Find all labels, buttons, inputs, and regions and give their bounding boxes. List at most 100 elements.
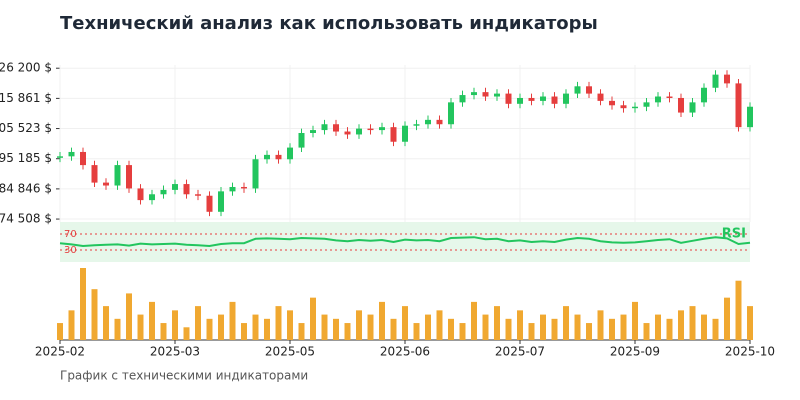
candle-body: [701, 87, 707, 103]
volume-bar: [218, 314, 224, 340]
volume-bar: [540, 314, 546, 340]
candle-body: [505, 93, 512, 104]
candle-body: [356, 128, 362, 135]
volume-bar: [149, 301, 155, 340]
candle-body: [666, 96, 673, 98]
candle-body: [563, 93, 569, 104]
candle-body: [333, 124, 339, 132]
candle-body: [91, 165, 98, 183]
candle-body: [367, 128, 374, 131]
volume-bar: [413, 323, 420, 340]
candle-body: [747, 106, 753, 128]
volume-bar: [586, 323, 592, 340]
x-tick-label: 2025-07: [495, 345, 545, 359]
candle-body: [620, 105, 627, 109]
candle-body: [252, 159, 259, 189]
candle-body: [103, 182, 109, 186]
candle-body: [402, 125, 408, 142]
candle-body: [494, 93, 500, 97]
candle-body: [551, 96, 558, 104]
volume-bar: [344, 323, 351, 340]
candle-body: [218, 191, 224, 212]
volume-bar: [356, 310, 362, 340]
candle-body: [137, 188, 144, 201]
y-tick-label: 95 185 $: [0, 151, 52, 165]
candle-body: [574, 86, 581, 94]
volume-bar: [160, 323, 167, 340]
candle-body: [126, 165, 132, 189]
volume-bar: [724, 297, 730, 340]
candle-body: [275, 154, 282, 160]
candle-body: [264, 154, 270, 160]
candle-body: [586, 86, 592, 94]
y-tick-label: 115 861 $: [0, 91, 52, 105]
candle-body: [287, 147, 293, 160]
volume-bar: [563, 306, 569, 340]
volume-bar: [609, 318, 615, 340]
volume-bar: [275, 306, 282, 340]
volume-bar: [137, 314, 144, 340]
volume-bar: [68, 310, 75, 340]
candle-body: [609, 100, 615, 106]
volume-bar: [195, 306, 201, 340]
volume-bar: [172, 310, 178, 340]
volume-bar: [620, 314, 627, 340]
rsi-line: [59, 236, 751, 248]
x-tick-label: 2025-09: [610, 345, 660, 359]
candle-body: [471, 92, 477, 96]
candle-body: [68, 151, 75, 157]
candle-body: [528, 97, 535, 101]
candle-body: [517, 97, 523, 104]
candle-body: [448, 102, 454, 125]
volume-bar: [678, 310, 684, 340]
volume-bar: [448, 318, 454, 340]
candle-body: [379, 127, 385, 131]
chart-subtitle: График с техническими индикаторами: [60, 369, 308, 383]
candle-body: [310, 130, 316, 133]
volume-bar: [126, 293, 132, 340]
volume-bar: [321, 314, 328, 340]
x-tick-label: 2025-05: [265, 345, 315, 359]
volume-bar: [471, 301, 477, 340]
volume-bar: [505, 318, 512, 340]
volume-bar: [425, 314, 431, 340]
candle-body: [735, 83, 742, 128]
volume-bar: [632, 301, 638, 340]
y-tick-label: 105 523 $: [0, 121, 52, 135]
x-tick-label: 2025-03: [150, 345, 200, 359]
volume-bar: [655, 314, 661, 340]
volume-bar: [459, 323, 466, 340]
candle-body: [321, 124, 328, 131]
volume-bar: [735, 280, 742, 340]
volume-bar: [57, 323, 63, 340]
candle-body: [114, 165, 121, 186]
x-tick-label: 2025-10: [725, 345, 775, 359]
volume-bar: [712, 318, 719, 340]
candle-body: [160, 189, 167, 195]
volume-bar: [482, 314, 489, 340]
candle-body: [413, 124, 420, 126]
volume-bar: [701, 314, 707, 340]
volume-bar: [241, 323, 247, 340]
volume-bar: [747, 306, 753, 340]
candle-body: [206, 195, 213, 212]
candle-body: [229, 186, 236, 192]
candle-body: [597, 93, 604, 101]
x-tick-label: 2025-06: [380, 345, 430, 359]
volume-bar: [298, 323, 305, 340]
volume-bar: [379, 301, 385, 340]
volume-bar: [206, 318, 213, 340]
candle-body: [57, 156, 63, 158]
volume-bar: [574, 314, 581, 340]
candle-body: [724, 74, 730, 84]
volume-bar: [551, 318, 558, 340]
volume-bar: [689, 306, 696, 340]
candle-body: [195, 194, 201, 196]
volume-bar: [310, 297, 316, 340]
volume-bar: [666, 318, 673, 340]
rsi-label: RSI: [722, 227, 746, 242]
x-tick-label: 2025-02: [35, 345, 85, 359]
candle-body: [425, 119, 431, 125]
